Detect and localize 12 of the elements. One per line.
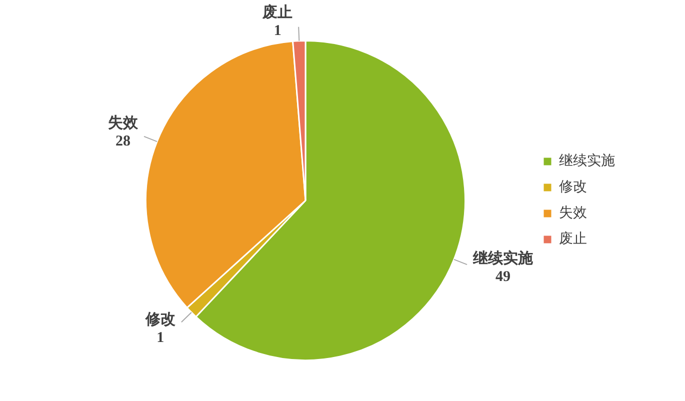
slice-label: 修改 bbox=[144, 311, 176, 328]
legend-label: 失效 bbox=[559, 205, 587, 222]
data-label: 28 bbox=[116, 134, 130, 150]
data-label: 1 bbox=[274, 22, 282, 39]
legend-label: 废止 bbox=[559, 231, 587, 248]
slice-label: 失效 bbox=[108, 114, 139, 132]
legend-label: 修改 bbox=[559, 179, 587, 196]
data-label: 49 bbox=[496, 269, 510, 286]
data-label: 1 bbox=[156, 330, 164, 346]
legend-label: 继续实施 bbox=[559, 153, 615, 170]
slice-label: 继续实施 bbox=[472, 249, 534, 268]
slice-label: 废止 bbox=[262, 2, 293, 21]
